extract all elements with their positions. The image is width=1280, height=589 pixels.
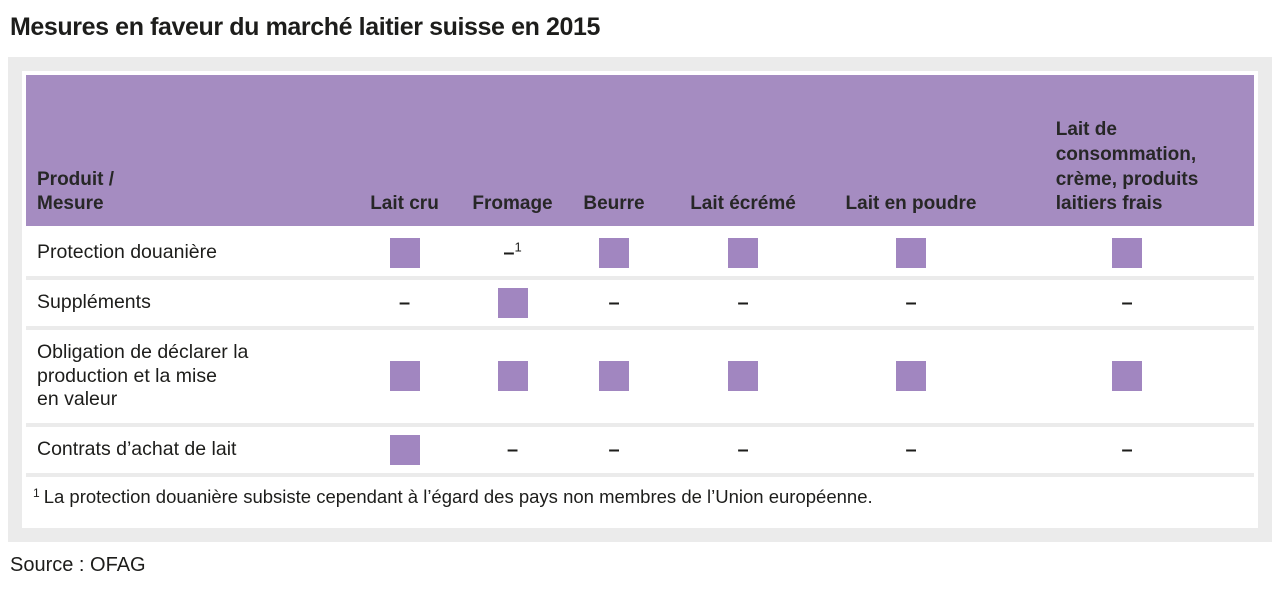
cell-not-applicable: –: [461, 440, 564, 460]
footnote-text: La protection douanière subsiste cependa…: [43, 486, 873, 508]
cell-measure-applies: [564, 361, 664, 392]
purple-square: [497, 361, 528, 392]
column-header: Lait de consommation, crème, produits la…: [1000, 118, 1254, 217]
column-header: Lait cru: [348, 192, 461, 217]
column-header-label: Lait écrémé: [690, 193, 796, 215]
cell-not-applicable: –: [822, 440, 1000, 460]
cell-not-applicable: –1: [461, 238, 564, 264]
page-title: Mesures en faveur du marché laitier suis…: [10, 13, 601, 41]
column-header: Lait écrémé: [664, 192, 822, 217]
cell-not-applicable: –: [1000, 293, 1254, 313]
purple-square: [389, 237, 420, 268]
column-header-label: Lait de consommation, crème, produits la…: [1055, 119, 1199, 215]
column-header: Fromage: [461, 192, 564, 217]
header-row: Produit / Mesure Lait cru Fromage Beurre La…: [26, 75, 1254, 226]
table-body: Protection douanière –1 Suppléments – – – – – Ob…: [26, 229, 1254, 473]
dash: –1: [503, 238, 522, 264]
dash: –: [905, 291, 917, 314]
footnote-marker: 1: [33, 485, 40, 500]
dash: –: [506, 439, 519, 462]
cell-not-applicable: –: [564, 440, 664, 460]
column-header: Beurre: [564, 192, 664, 217]
column-header-label: Fromage: [472, 193, 553, 215]
dash: –: [905, 439, 917, 462]
cell-not-applicable: –: [564, 293, 664, 313]
table-row: Protection douanière –1: [26, 229, 1254, 276]
purple-square: [896, 361, 926, 392]
cell-measure-applies: [1000, 237, 1254, 268]
column-header-label: Beurre: [583, 193, 645, 215]
footnote: 1 La protection douanière subsiste cepen…: [26, 472, 1254, 518]
source-label: Source : OFAG: [10, 554, 146, 576]
cell-measure-applies: [348, 237, 461, 268]
corner-header: Produit / Mesure: [37, 168, 115, 215]
cell-not-applicable: –: [1000, 440, 1254, 460]
column-header-label: Lait cru: [370, 193, 439, 215]
cell-not-applicable: –: [348, 293, 461, 313]
cell-not-applicable: –: [664, 293, 822, 313]
cell-measure-applies: [822, 237, 1000, 268]
cell-measure-applies: [1000, 361, 1254, 392]
row-label: Obligation de déclarer la production et …: [37, 340, 249, 411]
dash: –: [1121, 439, 1133, 462]
measures-table: Produit / Mesure Lait cru Fromage Beurre La…: [22, 71, 1258, 528]
column-header-label: Lait en poudre: [845, 193, 977, 215]
purple-square: [1112, 361, 1142, 392]
table-row: Contrats d’achat de lait – – – – –: [26, 423, 1254, 473]
purple-square: [728, 361, 758, 392]
table-row: Suppléments – – – – –: [26, 276, 1254, 326]
cell-measure-applies: [461, 287, 564, 318]
purple-square: [599, 361, 629, 392]
dash: –: [398, 291, 411, 314]
dash: –: [608, 291, 620, 314]
dash: –: [737, 439, 749, 462]
cell-measure-applies: [348, 361, 461, 392]
source-bar: Source : OFAG: [0, 542, 1280, 589]
column-header: Lait en poudre: [822, 192, 1000, 217]
footnote-ref: 1: [514, 238, 522, 254]
purple-square: [1112, 237, 1142, 268]
dash: –: [737, 291, 749, 314]
cell-measure-applies: [664, 361, 822, 392]
purple-square: [389, 435, 420, 466]
purple-square: [728, 237, 758, 268]
purple-square: [896, 237, 926, 268]
cell-not-applicable: –: [664, 440, 822, 460]
purple-square: [497, 287, 528, 318]
purple-square: [389, 361, 420, 392]
row-label: Protection douanière: [37, 240, 217, 263]
dash: –: [608, 439, 620, 462]
cell-measure-applies: [461, 361, 564, 392]
row-label: Contrats d’achat de lait: [37, 438, 237, 461]
cell-measure-applies: [564, 237, 664, 268]
purple-square: [599, 237, 629, 268]
cell-measure-applies: [822, 361, 1000, 392]
figure-title-bar: Mesures en faveur du marché laitier suis…: [0, 0, 1280, 57]
dash: –: [1121, 291, 1133, 314]
figure-panel: Produit / Mesure Lait cru Fromage Beurre La…: [8, 57, 1272, 542]
cell-not-applicable: –: [822, 293, 1000, 313]
row-label: Suppléments: [37, 291, 151, 313]
cell-measure-applies: [664, 237, 822, 268]
cell-measure-applies: [348, 435, 461, 466]
table-row: Obligation de déclarer la production et …: [26, 325, 1254, 424]
